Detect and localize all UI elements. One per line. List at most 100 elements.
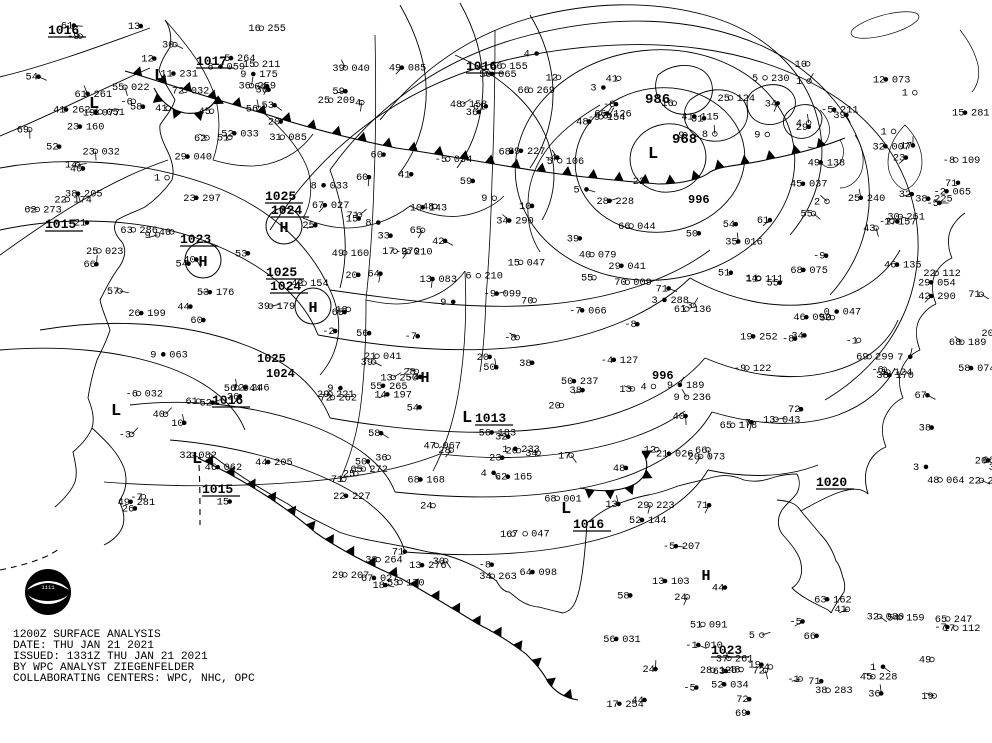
svg-text:20: 20 (345, 270, 357, 282)
svg-text:1: 1 (154, 173, 160, 185)
svg-text:033: 033 (330, 180, 349, 192)
svg-text:099: 099 (503, 289, 522, 301)
svg-text:38: 38 (519, 358, 531, 370)
svg-text:39: 39 (833, 110, 845, 122)
svg-text:68: 68 (498, 147, 510, 159)
svg-text:047: 047 (531, 529, 550, 541)
svg-text:032: 032 (145, 389, 164, 401)
svg-text:-5: -5 (663, 541, 675, 553)
svg-text:H: H (420, 370, 429, 387)
svg-text:4: 4 (796, 118, 802, 130)
svg-text:1016: 1016 (466, 59, 497, 74)
svg-text:64: 64 (519, 567, 531, 579)
svg-text:283: 283 (834, 685, 853, 697)
svg-text:205: 205 (84, 189, 103, 201)
svg-text:12: 12 (141, 54, 153, 66)
svg-text:083: 083 (438, 274, 457, 286)
svg-text:60: 60 (371, 150, 383, 162)
svg-text:60: 60 (190, 315, 202, 327)
svg-text:073: 073 (707, 452, 726, 464)
svg-text:H: H (198, 254, 207, 271)
svg-text:56: 56 (356, 328, 368, 340)
svg-text:299: 299 (875, 352, 894, 364)
svg-text:290: 290 (515, 216, 534, 228)
svg-text:L: L (111, 402, 121, 421)
svg-text:26: 26 (128, 308, 140, 320)
svg-text:047: 047 (843, 306, 862, 318)
svg-text:246: 246 (251, 383, 270, 395)
svg-text:1013: 1013 (475, 411, 506, 426)
svg-text:54: 54 (26, 72, 38, 84)
svg-text:8: 8 (365, 218, 371, 230)
svg-text:1016: 1016 (573, 517, 604, 532)
svg-text:34: 34 (791, 330, 803, 342)
svg-text:073: 073 (892, 74, 911, 86)
svg-text:51: 51 (718, 268, 730, 280)
svg-text:50: 50 (355, 456, 367, 468)
svg-text:3: 3 (590, 82, 596, 94)
svg-text:9: 9 (150, 349, 156, 361)
svg-text:46: 46 (793, 312, 805, 324)
svg-text:-5: -5 (683, 683, 695, 695)
svg-text:9: 9 (440, 297, 446, 309)
svg-text:50: 50 (686, 228, 698, 240)
svg-text:040: 040 (351, 63, 370, 75)
svg-text:4: 4 (524, 48, 530, 60)
svg-text:-8: -8 (603, 99, 615, 111)
svg-text:19: 19 (740, 331, 752, 343)
svg-text:079: 079 (598, 250, 617, 262)
svg-text:10: 10 (519, 201, 531, 213)
svg-text:H: H (701, 568, 710, 585)
svg-text:13: 13 (652, 576, 664, 588)
svg-text:44: 44 (255, 457, 267, 469)
svg-text:124: 124 (894, 367, 913, 379)
svg-text:20: 20 (268, 117, 280, 129)
svg-text:H: H (308, 300, 317, 317)
svg-text:281: 281 (971, 108, 990, 120)
svg-text:176: 176 (216, 287, 235, 299)
svg-text:1017: 1017 (196, 54, 227, 69)
svg-text:L: L (89, 95, 99, 114)
svg-text:261: 261 (906, 212, 925, 224)
svg-text:237: 237 (580, 376, 599, 388)
svg-text:135: 135 (903, 260, 922, 272)
svg-text:227: 227 (352, 491, 371, 503)
svg-text:276: 276 (428, 560, 447, 572)
svg-text:109: 109 (962, 155, 981, 167)
svg-text:1016: 1016 (212, 393, 243, 408)
svg-text:13: 13 (419, 274, 431, 286)
svg-text:23: 23 (489, 453, 501, 465)
svg-text:022: 022 (131, 82, 150, 94)
svg-text:1016: 1016 (48, 23, 79, 38)
svg-text:085: 085 (288, 132, 307, 144)
svg-text:69: 69 (735, 708, 747, 720)
svg-text:53: 53 (235, 248, 247, 260)
svg-text:254: 254 (625, 699, 644, 711)
svg-text:189: 189 (686, 380, 705, 392)
svg-text:23: 23 (183, 193, 195, 205)
svg-text:13: 13 (409, 560, 421, 572)
svg-text:9: 9 (674, 392, 680, 404)
svg-text:124: 124 (737, 93, 756, 105)
svg-text:42: 42 (918, 291, 930, 303)
svg-text:24: 24 (642, 664, 654, 676)
svg-text:71: 71 (945, 178, 957, 190)
svg-text:3: 3 (651, 295, 657, 307)
svg-text:68: 68 (407, 474, 419, 486)
svg-text:098: 098 (538, 567, 557, 579)
svg-text:165: 165 (514, 472, 533, 484)
svg-text:52: 52 (46, 142, 58, 154)
svg-text:1025: 1025 (265, 189, 296, 204)
svg-text:1025: 1025 (266, 265, 297, 280)
svg-text:66: 66 (804, 631, 816, 643)
svg-text:32: 32 (872, 141, 884, 153)
svg-text:032: 032 (101, 146, 120, 158)
svg-text:-5: -5 (821, 105, 833, 117)
svg-text:7: 7 (897, 352, 903, 364)
svg-text:4: 4 (640, 381, 646, 393)
svg-text:228: 228 (879, 672, 898, 684)
svg-text:45: 45 (790, 179, 802, 191)
svg-text:COLLABORATING CENTERS: WPC, NH: COLLABORATING CENTERS: WPC, NHC, OPC (13, 673, 255, 685)
svg-text:252: 252 (759, 331, 778, 343)
svg-text:-8: -8 (479, 560, 491, 572)
